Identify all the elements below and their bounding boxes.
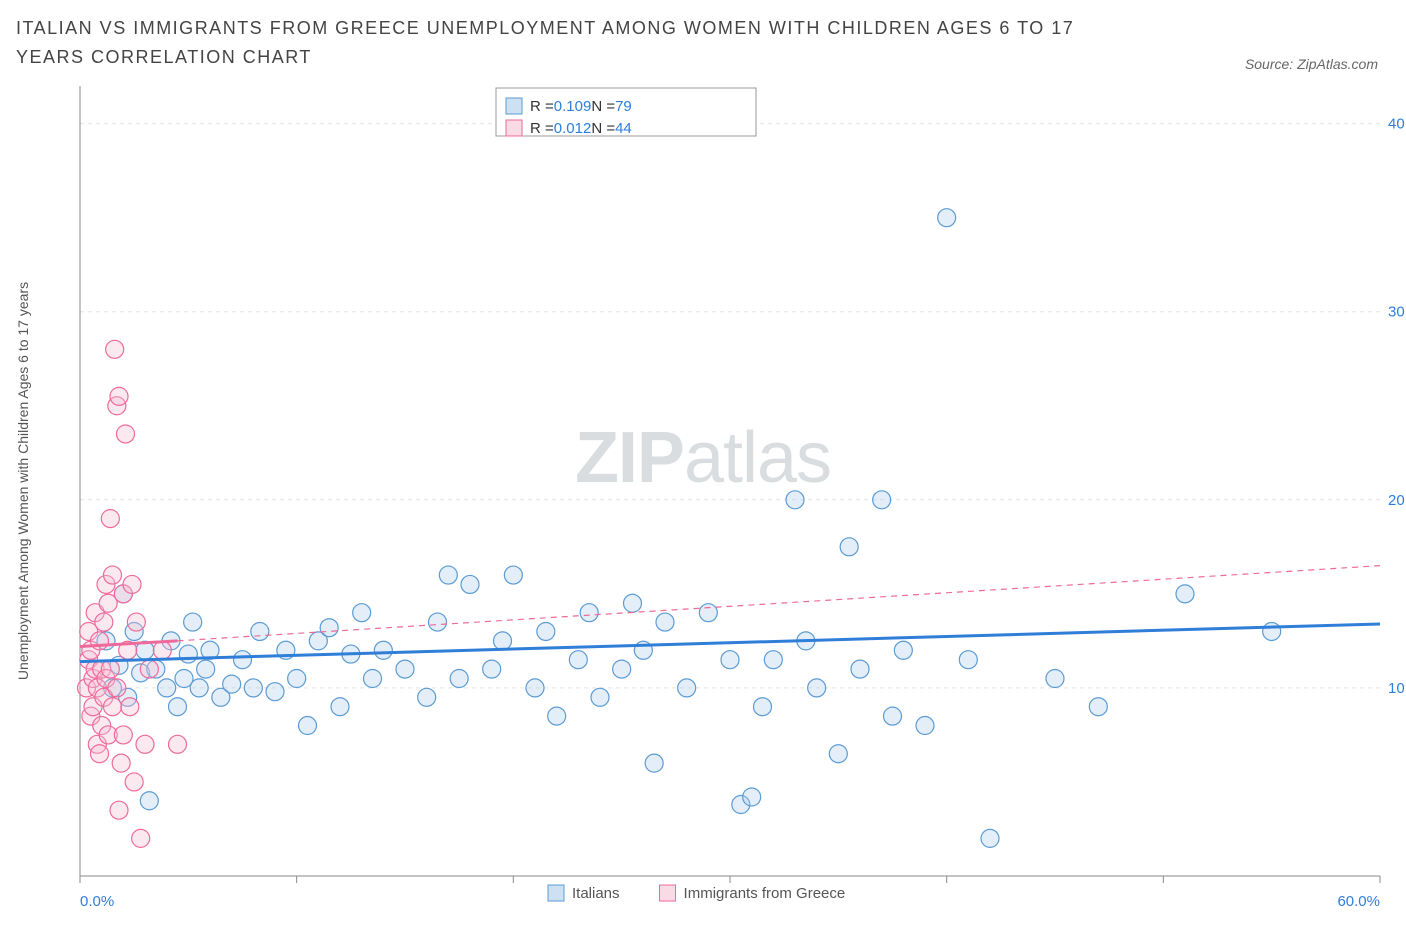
scatter-chart: 0.0% 60.0% 10.0% 20.0% 30.0% 40.0% Unemploymen… — [0, 76, 1406, 930]
svg-text:40.0%: 40.0% — [1388, 115, 1406, 132]
svg-text:Immigrants from Greece: Immigrants from Greece — [684, 885, 846, 902]
svg-text:0.0%: 0.0% — [80, 893, 114, 910]
svg-text:N =: N = — [591, 98, 615, 115]
source-label: Source: ZipAtlas.com — [1245, 56, 1378, 72]
svg-text:R =: R = — [530, 98, 554, 115]
svg-text:0.109: 0.109 — [554, 98, 592, 115]
chart-area: ZIPatlas 0.0%60.0%10.0%20.0%30.0%40.0%Un… — [0, 76, 1406, 930]
svg-text:Unemployment Among Women with: Unemployment Among Women with Children A… — [15, 282, 31, 680]
svg-text:Italians: Italians — [572, 885, 620, 902]
svg-text:0.012: 0.012 — [554, 120, 592, 137]
svg-text:44: 44 — [615, 120, 632, 137]
svg-text:30.0%: 30.0% — [1388, 303, 1406, 320]
svg-text:R =: R = — [530, 120, 554, 137]
svg-text:20.0%: 20.0% — [1388, 491, 1406, 508]
svg-text:60.0%: 60.0% — [1337, 893, 1380, 910]
svg-text:10.0%: 10.0% — [1388, 679, 1406, 696]
svg-text:79: 79 — [615, 98, 632, 115]
chart-title: ITALIAN VS IMMIGRANTS FROM GREECE UNEMPL… — [16, 14, 1136, 72]
svg-text:N =: N = — [591, 120, 615, 137]
